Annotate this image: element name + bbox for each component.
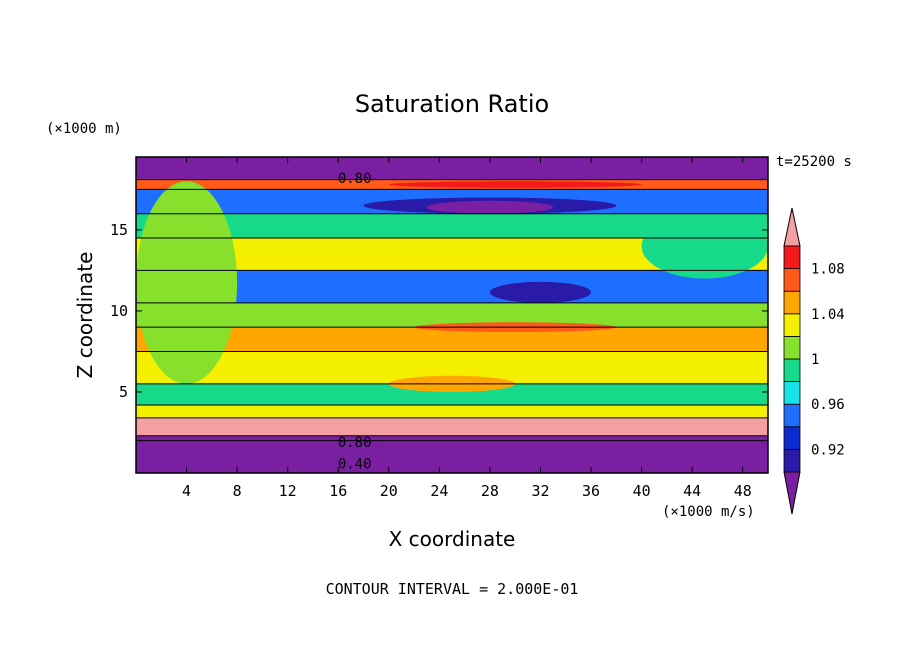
x-tick-label-11: 48 <box>734 482 752 500</box>
x-tick-label-7: 32 <box>531 482 549 500</box>
x-tick-label-1: 8 <box>233 482 242 500</box>
x-tick-label-5: 24 <box>430 482 448 500</box>
colorbar-swatch-7 <box>783 290 801 315</box>
colorbar-tick-label-1: 0.96 <box>811 397 845 413</box>
feature-8 <box>641 213 768 279</box>
x-axis-label: X coordinate <box>389 527 516 551</box>
y-tick-label-0: 5 <box>119 383 128 401</box>
colorbar-swatch-1 <box>783 426 801 450</box>
band-1 <box>136 435 768 441</box>
x-tick-label-4: 20 <box>380 482 398 500</box>
plot-frame <box>135 156 769 474</box>
x-tick-label-9: 40 <box>633 482 651 500</box>
x-tick-label-8: 36 <box>582 482 600 500</box>
y-unit-label: (×1000 m) <box>46 121 122 137</box>
feature-1 <box>426 200 554 214</box>
colorbar-extend-bottom <box>783 471 801 515</box>
plot-area <box>136 157 768 473</box>
feature-2 <box>388 181 642 188</box>
colorbar-swatch-0 <box>783 448 801 473</box>
feature-6 <box>136 181 238 384</box>
colorbar-swatch-8 <box>783 268 801 292</box>
colorbar-swatch-5 <box>783 335 801 360</box>
x-tick-label-6: 28 <box>481 482 499 500</box>
footer-note: CONTOUR INTERVAL = 2.000E-01 <box>326 580 579 598</box>
colorbar-extend-top <box>783 207 801 247</box>
colorbar-swatch-2 <box>783 403 801 428</box>
chart-title: Saturation Ratio <box>355 90 549 118</box>
band-0 <box>136 440 768 473</box>
colorbar-tick-label-4: 1.08 <box>811 262 845 278</box>
x-tick-label-10: 44 <box>683 482 701 500</box>
contour-label-0: 0.80 <box>338 171 372 187</box>
colorbar-swatch-6 <box>783 313 801 337</box>
y-tick-label-1: 10 <box>110 302 128 320</box>
y-tick-label-2: 15 <box>110 221 128 239</box>
x-axis: 4 8 12 16 20 24 28 32 36 40 44 48 <box>182 157 752 500</box>
colorbar-swatch-9 <box>783 245 801 270</box>
colorbar-tick-label-3: 1.04 <box>811 307 845 323</box>
colorbar: 0.92 0.96 1 1.04 1.08 <box>783 207 845 515</box>
contour-labels: 0.80 0.80 0.40 <box>338 171 372 472</box>
colorbar-tick-label-0: 0.92 <box>811 442 845 458</box>
feature-3 <box>489 281 592 303</box>
x-unit-label: (×1000 m/s) <box>662 504 755 520</box>
feature-4 <box>363 275 490 298</box>
colorbar-swatch-3 <box>783 381 801 405</box>
band-7 <box>136 302 768 328</box>
x-tick-label-0: 4 <box>182 482 191 500</box>
time-label: t=25200 s <box>776 154 852 170</box>
x-tick-label-3: 16 <box>329 482 347 500</box>
colorbar-swatch-4 <box>783 358 801 383</box>
y-axis-label: Z coordinate <box>73 252 97 379</box>
band-2 <box>136 417 768 436</box>
band-3 <box>136 404 768 418</box>
band-13 <box>136 157 768 180</box>
colorbar-tick-label-2: 1 <box>811 352 819 368</box>
band-4 <box>136 383 768 405</box>
band-6 <box>136 327 768 352</box>
contour-label-2: 0.40 <box>338 456 372 472</box>
y-axis: 5 10 15 <box>110 221 768 401</box>
x-tick-label-2: 12 <box>279 482 297 500</box>
contour-label-1: 0.80 <box>338 435 372 451</box>
